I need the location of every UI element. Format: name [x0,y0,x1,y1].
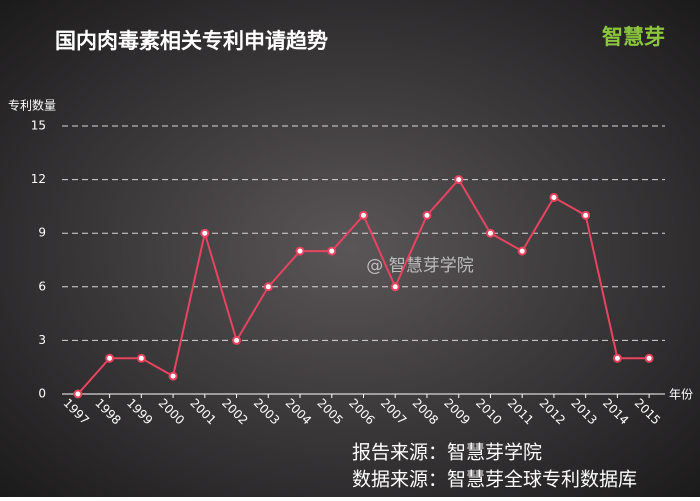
point [390,282,400,292]
y-tick-label: 3 [38,333,46,347]
source: 数据来源：智慧芽全球专利数据库 [352,469,637,491]
point [454,175,464,185]
y-tick-label: 12 [31,172,46,186]
point [200,228,210,238]
point [263,282,273,292]
watermark: @ 智慧芽学院 [366,256,473,276]
point [295,246,305,256]
point [136,353,146,363]
point [422,210,432,220]
point [549,192,559,202]
logo: 智慧芽 [602,25,665,49]
source: 报告来源：智慧芽学院 [352,442,542,464]
point [232,335,242,345]
y-axis-label: 专利数量 [8,98,56,113]
y-tick-label: 6 [38,279,46,293]
chart-title: 国内肉毒素相关专利申请趋势 [55,29,328,53]
point [327,246,337,256]
point [359,210,368,220]
point [612,353,622,363]
point [581,210,591,220]
point [644,353,654,363]
y-tick-label: 15 [31,119,46,133]
y-tick-label: 0 [38,387,46,401]
x-axis-label: 年份 [669,388,693,402]
point [168,371,178,381]
point [105,353,115,363]
point [485,228,495,238]
point [517,246,527,256]
y-tick-label: 9 [38,226,46,240]
point [73,389,83,399]
